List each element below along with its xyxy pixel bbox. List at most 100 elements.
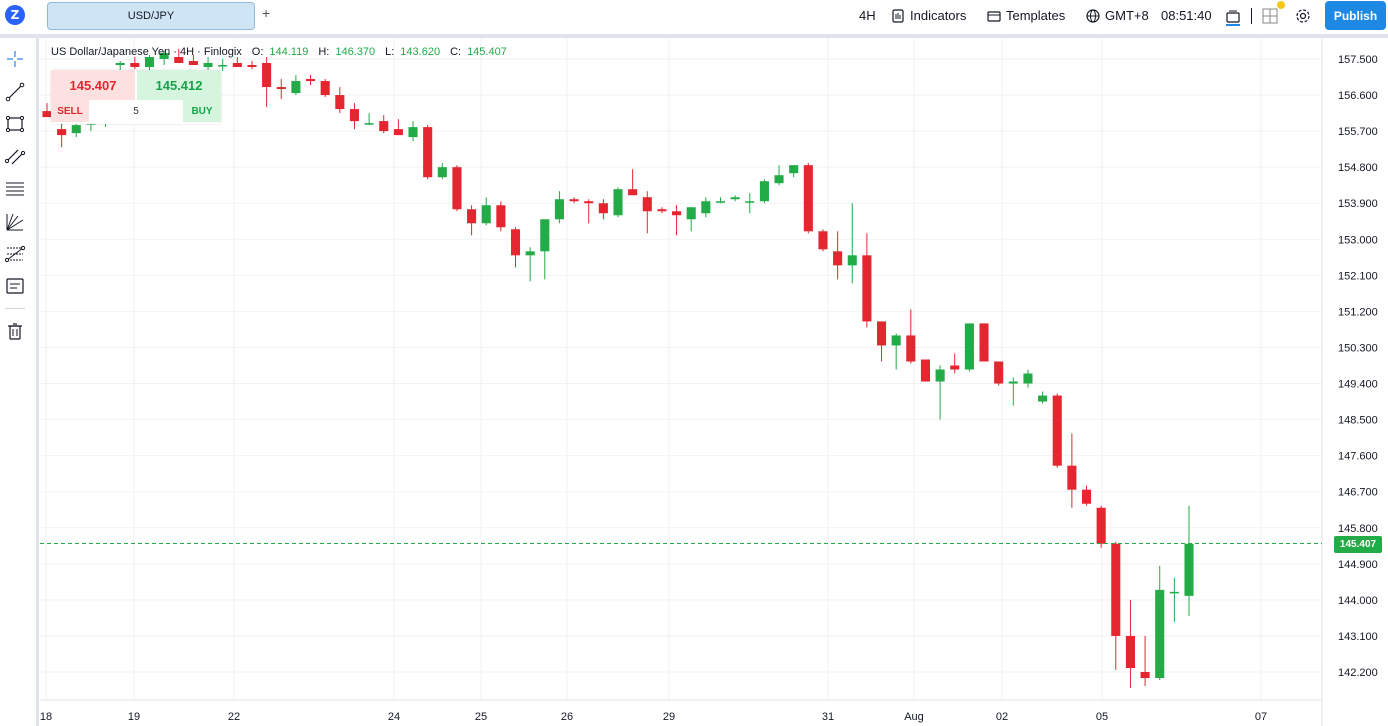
candle <box>335 87 345 114</box>
price-chart[interactable]: 157.500 156.600 155.700 154.800 153.900 153.0… <box>40 38 1388 726</box>
toolbar-divider-line <box>0 34 1388 38</box>
price-tick-label: 146.700 <box>1338 487 1378 499</box>
pitchfork-icon[interactable] <box>4 243 26 265</box>
candlestick-series <box>42 48 1194 689</box>
candle-body <box>57 129 67 136</box>
legend-open-label: O: <box>251 46 264 58</box>
layers-icon[interactable] <box>1225 8 1241 26</box>
candle-body <box>994 361 1004 384</box>
trendline-icon[interactable] <box>4 81 26 103</box>
candle-body <box>891 335 901 346</box>
candle <box>920 359 931 382</box>
candle <box>803 163 813 234</box>
candle <box>1125 599 1135 689</box>
crosshair-icon[interactable] <box>4 48 26 70</box>
price-tick-label: 155.700 <box>1338 126 1378 138</box>
candle-body <box>657 209 667 212</box>
candle-body <box>130 63 140 68</box>
price-axis: 157.500 156.600 155.700 154.800 153.900 153.0… <box>1321 38 1378 726</box>
channel-icon[interactable] <box>4 145 26 167</box>
indicators-button[interactable]: Indicators <box>891 8 966 23</box>
candle <box>247 61 257 70</box>
legend-title: US Dollar/Japanese Yen · 4H · Finlogix <box>51 46 242 58</box>
candle-body <box>569 199 579 202</box>
buy-button[interactable]: BUY <box>183 100 221 122</box>
left-toolbar-divider <box>36 38 39 726</box>
templates-button[interactable]: Templates <box>987 8 1065 23</box>
quantity-input[interactable]: 5 <box>89 100 183 122</box>
candle-body <box>701 201 711 214</box>
symbol-label: USD/JPY <box>127 10 175 22</box>
candle <box>730 195 740 202</box>
price-tick-label: 147.600 <box>1338 451 1378 463</box>
rectangle-icon[interactable] <box>4 113 26 135</box>
text-note-icon[interactable] <box>4 275 26 297</box>
candle <box>789 165 799 178</box>
candle-body <box>335 95 345 110</box>
candle-body <box>1038 395 1048 402</box>
candle <box>481 197 491 226</box>
timezone-button[interactable]: GMT+8 <box>1086 8 1149 23</box>
time-axis: 18 19 22 24 25 26 29 31 Aug 02 05 07 <box>40 699 1322 723</box>
candle <box>642 191 652 234</box>
layout-grid-icon[interactable] <box>1262 8 1278 24</box>
fib-retracement-icon[interactable] <box>4 178 26 200</box>
candle-body <box>1052 395 1062 466</box>
price-tick-label: 152.100 <box>1338 270 1378 282</box>
candle <box>276 79 286 100</box>
candle <box>847 203 857 284</box>
candle-body <box>642 197 652 212</box>
candle <box>1111 541 1121 670</box>
candle-body <box>320 81 330 96</box>
candle <box>598 199 608 220</box>
candle-body <box>467 209 477 224</box>
candle-body <box>1023 373 1033 384</box>
candle <box>657 207 667 214</box>
settings-gear-icon[interactable] <box>1295 8 1311 24</box>
publish-button[interactable]: Publish <box>1325 1 1386 30</box>
candle <box>569 197 579 204</box>
timezone-label: GMT+8 <box>1105 8 1149 23</box>
app-logo-icon[interactable]: Z <box>5 5 25 25</box>
legend-low-label: L: <box>385 46 395 58</box>
candle <box>203 56 213 72</box>
trash-icon[interactable] <box>4 320 26 342</box>
candle <box>584 199 594 224</box>
candle-body <box>613 189 623 216</box>
candle <box>745 193 755 214</box>
add-tab-button[interactable]: + <box>262 5 271 21</box>
trade-widget: 145.407 145.412 SELL 5 BUY <box>51 70 221 124</box>
candle-body <box>349 109 360 122</box>
candle <box>891 333 901 370</box>
globe-icon <box>1086 8 1100 23</box>
candle <box>525 247 535 282</box>
price-tick-label: 142.200 <box>1338 667 1378 679</box>
legend-low-value: 143.620 <box>400 46 441 58</box>
sell-button[interactable]: SELL <box>51 100 89 122</box>
candle <box>554 191 564 224</box>
indicators-icon <box>892 8 904 23</box>
candle <box>672 205 682 236</box>
candle <box>393 119 403 136</box>
candle <box>452 165 462 212</box>
candle <box>1140 635 1150 687</box>
candle-body <box>774 175 784 184</box>
candle <box>423 125 433 180</box>
gann-fan-icon[interactable] <box>4 211 26 233</box>
buy-price-button[interactable]: 145.412 <box>137 70 221 100</box>
candle-body <box>950 365 960 370</box>
candle <box>262 56 272 108</box>
price-tick-label: 157.500 <box>1338 54 1378 66</box>
symbol-tab[interactable]: USD/JPY <box>47 2 255 30</box>
candle-body <box>188 61 198 66</box>
candle <box>613 187 623 218</box>
sell-price-button[interactable]: 145.407 <box>51 70 135 100</box>
interval-button[interactable]: 4H <box>859 8 876 23</box>
indicators-label: Indicators <box>910 8 967 23</box>
candle-body <box>262 63 272 88</box>
candle-body <box>540 219 550 252</box>
time-tick-label: 31 <box>822 711 834 723</box>
candle-body <box>847 255 857 266</box>
price-tick-label: 144.000 <box>1338 595 1378 607</box>
price-tick-label: 153.900 <box>1338 198 1378 210</box>
